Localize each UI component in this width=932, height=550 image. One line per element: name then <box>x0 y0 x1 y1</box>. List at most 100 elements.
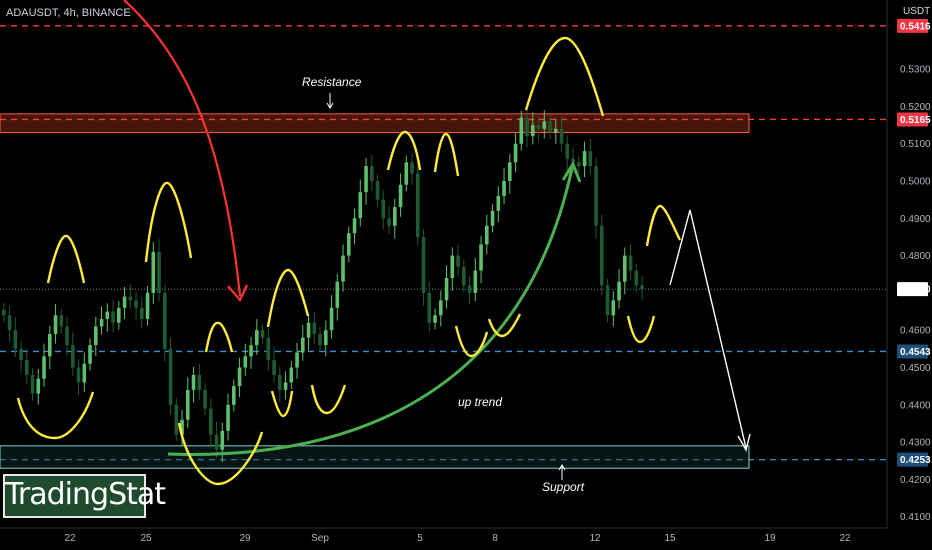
candle <box>611 300 616 316</box>
candle <box>496 195 501 211</box>
candle <box>289 367 294 383</box>
candle <box>82 363 87 383</box>
yellow-peak-3 <box>204 321 234 353</box>
candle <box>634 270 639 286</box>
price-tag-10: 0.4543 <box>900 347 931 358</box>
candle <box>157 251 161 293</box>
candle <box>266 337 271 361</box>
candle <box>605 285 610 316</box>
candle <box>105 311 110 320</box>
candle <box>542 121 547 129</box>
candle <box>444 277 449 301</box>
candle <box>76 367 81 383</box>
yellow-trough-3 <box>270 390 294 418</box>
candle <box>30 374 35 394</box>
projection-arrow <box>669 209 747 449</box>
price-tag-3: 0.5165 <box>900 115 931 126</box>
candle <box>479 244 483 271</box>
candle <box>375 181 380 200</box>
candle <box>59 315 64 327</box>
candle <box>122 296 127 308</box>
time-tick-9: 22 <box>839 533 851 544</box>
yellow-peak-5 <box>386 130 422 171</box>
price-tick-16: 0.4100 <box>900 512 931 523</box>
candle <box>548 121 552 133</box>
candle <box>243 356 248 368</box>
time-tick-3: Sep <box>311 533 329 544</box>
candle <box>94 326 98 346</box>
candle <box>398 184 403 208</box>
candle <box>456 255 460 267</box>
price-tag-bg-8 <box>897 282 928 297</box>
drawings: Resistance up trend Support <box>16 0 751 494</box>
zone-resistance <box>0 113 750 134</box>
candle <box>358 192 363 219</box>
candle <box>467 285 472 293</box>
green-trend-curve <box>167 167 574 456</box>
candle <box>214 434 219 450</box>
time-tick-4: 5 <box>417 533 423 544</box>
time-axis[interactable]: 22 25 29 Sep 5 8 12 15 19 22 <box>0 527 887 544</box>
candle <box>404 162 409 185</box>
candle <box>335 281 340 308</box>
price-tick-6: 0.4900 <box>900 214 931 225</box>
price-tag-bg-0 <box>897 18 928 33</box>
candle <box>525 117 529 137</box>
candle <box>393 207 397 226</box>
yellow-trough-6 <box>487 313 522 338</box>
candle <box>439 300 443 316</box>
candle <box>352 218 357 234</box>
yellow-trough-5 <box>454 325 489 358</box>
candle <box>554 128 558 133</box>
projection-arrow-head <box>737 433 751 452</box>
candle <box>209 408 213 435</box>
candle <box>347 233 351 256</box>
price-tag-14: 0.4253 <box>900 455 931 466</box>
candle <box>48 333 52 357</box>
candle <box>117 307 121 323</box>
time-tick-2: 29 <box>239 533 251 544</box>
candle <box>88 345 92 364</box>
candle <box>427 292 432 323</box>
candle <box>71 345 75 368</box>
uptrend-label: up trend <box>458 395 502 409</box>
red-arrow-curve <box>123 0 242 297</box>
yellow-trough-7 <box>626 315 656 344</box>
candle <box>502 181 506 196</box>
candle <box>617 281 621 301</box>
axis-unit-label: USDT <box>903 6 931 17</box>
candle <box>513 143 518 163</box>
candle <box>324 330 328 346</box>
candle <box>249 345 253 357</box>
candle <box>2 309 6 316</box>
yellow-peak-1 <box>46 234 86 284</box>
price-axis[interactable]: 0.5416 0.5300 0.5200 0.5165 0.5100 0.5000 0.49… <box>886 0 931 528</box>
price-tick-12: 0.4400 <box>900 400 931 411</box>
candle <box>582 151 587 167</box>
time-tick-6: 12 <box>589 533 601 544</box>
price-tag-bg-3 <box>897 112 928 127</box>
candle <box>278 374 282 390</box>
price-tag-bg-14 <box>897 452 928 467</box>
candle <box>364 166 368 193</box>
candle <box>318 333 322 346</box>
price-tick-7: 0.4800 <box>900 251 931 262</box>
candle <box>134 300 138 308</box>
candle <box>421 236 426 293</box>
candle <box>508 162 512 181</box>
candles <box>2 107 644 463</box>
time-tick-0: 22 <box>64 533 76 544</box>
candle <box>381 199 386 219</box>
candle <box>433 315 437 323</box>
candle <box>180 419 184 435</box>
candle <box>237 367 242 387</box>
candle <box>174 404 179 435</box>
price-tag-bg-10 <box>897 344 928 359</box>
candle <box>312 322 317 334</box>
candle <box>329 307 334 331</box>
price-tick-15: 0.4200 <box>900 475 931 486</box>
yellow-peak-6 <box>433 132 460 177</box>
time-tick-8: 19 <box>764 533 776 544</box>
candle <box>519 117 524 144</box>
